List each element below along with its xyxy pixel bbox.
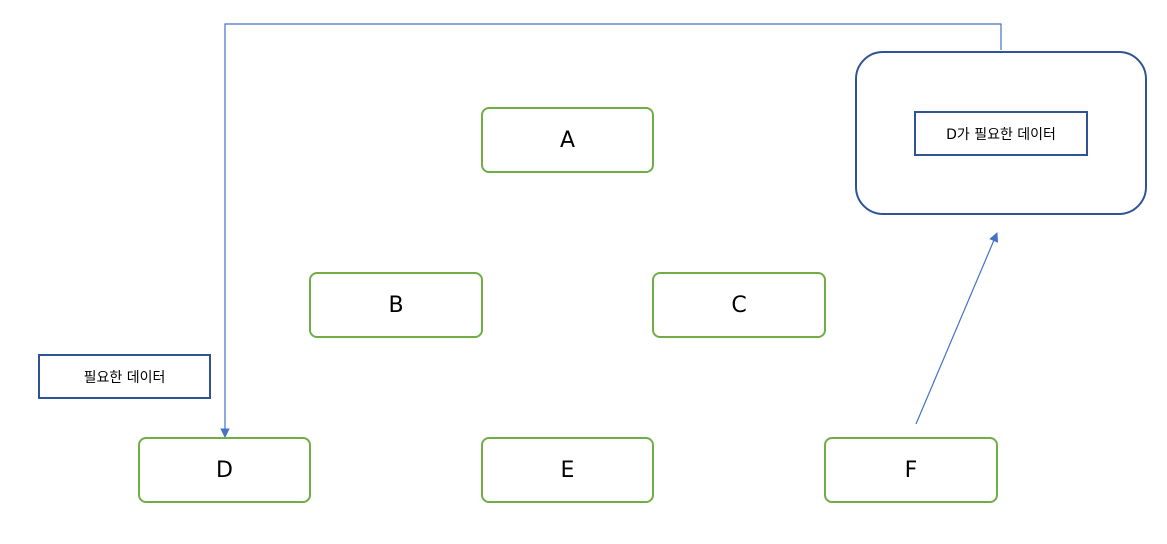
store-to-d-connector: [220, 23, 1002, 438]
needed-data-label: 필요한 데이터: [38, 354, 211, 399]
node-d-label: D: [216, 457, 233, 483]
node-e-label: E: [560, 457, 575, 483]
node-f: F: [824, 437, 998, 503]
node-a: A: [481, 107, 654, 173]
f-to-store-arrow: [915, 232, 999, 425]
data-store-label-text: D가 필요한 데이터: [946, 126, 1056, 143]
needed-data-label-text: 필요한 데이터: [83, 369, 166, 386]
node-e: E: [481, 437, 654, 503]
node-c: C: [652, 272, 826, 338]
node-b-label: B: [388, 292, 404, 318]
node-c-label: C: [731, 292, 747, 318]
data-store-label: D가 필요한 데이터: [914, 111, 1088, 156]
node-b: B: [309, 272, 483, 338]
node-a-label: A: [559, 127, 576, 153]
node-d: D: [138, 437, 311, 503]
node-f-label: F: [904, 457, 918, 483]
